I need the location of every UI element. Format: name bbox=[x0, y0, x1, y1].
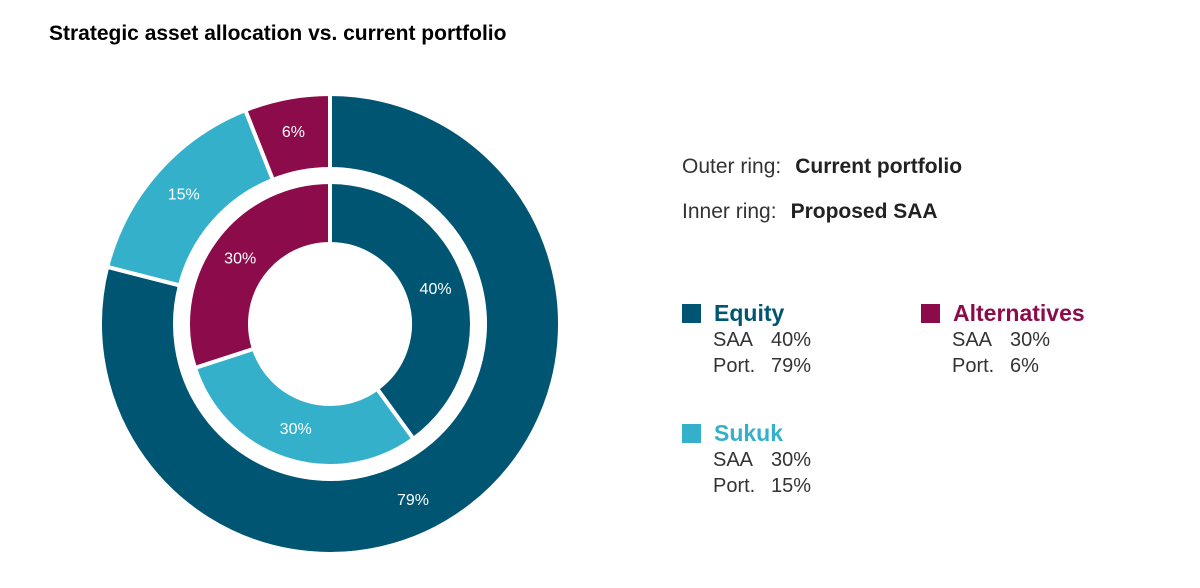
outer-ring-label-sukuk: 15% bbox=[168, 187, 200, 204]
outer-ring-slice-equity bbox=[98, 91, 562, 556]
legend-sukuk-port: Port. 15% bbox=[713, 475, 812, 497]
outer-ring-label-alternatives: 6% bbox=[282, 124, 305, 141]
outer-ring-label-equity: 79% bbox=[397, 492, 429, 509]
legend-equity-swatch bbox=[682, 304, 701, 323]
inner-ring-note: Inner ring: Proposed SAA bbox=[682, 200, 938, 224]
outer-ring-slice-alternatives bbox=[242, 91, 332, 183]
outer-ring-label: Outer ring: bbox=[682, 155, 782, 178]
inner-ring-label-sukuk: 30% bbox=[280, 421, 312, 438]
legend-sukuk-swatch bbox=[682, 424, 701, 443]
inner-ring-label-alternatives: 30% bbox=[224, 250, 256, 267]
inner-ring-value: Proposed SAA bbox=[790, 200, 938, 223]
inner-ring-label-equity: 40% bbox=[420, 281, 452, 298]
outer-ring-note: Outer ring: Current portfolio bbox=[682, 155, 962, 179]
chart-title: Strategic asset allocation vs. current p… bbox=[49, 22, 507, 45]
legend-equity-name: Equity bbox=[714, 300, 785, 326]
legend-alternatives: Alternatives SAA 30% Port. 6% bbox=[921, 300, 1085, 379]
inner-ring-slice-alternatives bbox=[186, 179, 332, 371]
legend-equity: Equity SAA 40% Port. 79% bbox=[682, 300, 811, 379]
inner-ring-slice-sukuk bbox=[192, 346, 417, 468]
donut-chart: 79% 15% 6% 40% 30% 30% bbox=[98, 91, 562, 556]
legend-alternatives-saa: SAA 30% bbox=[952, 329, 1051, 351]
legend-sukuk: Sukuk SAA 30% Port. 15% bbox=[682, 420, 811, 499]
legend-sukuk-name: Sukuk bbox=[714, 420, 784, 446]
legend-equity-port: Port. 79% bbox=[713, 355, 812, 377]
legend-alternatives-port: Port. 6% bbox=[952, 355, 1039, 377]
outer-ring-value: Current portfolio bbox=[795, 155, 963, 178]
legend-sukuk-saa: SAA 30% bbox=[713, 449, 812, 471]
inner-ring-label: Inner ring: bbox=[682, 200, 777, 223]
legend-alternatives-name: Alternatives bbox=[953, 300, 1085, 326]
inner-ring-slice-equity bbox=[328, 179, 474, 442]
legend-equity-saa: SAA 40% bbox=[713, 329, 812, 351]
legend-alternatives-swatch bbox=[921, 304, 940, 323]
